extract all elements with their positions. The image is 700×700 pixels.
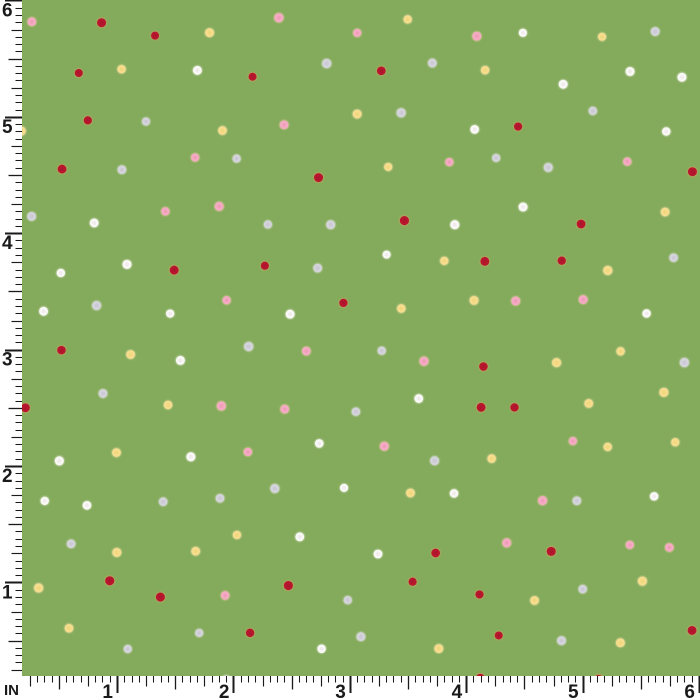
svg-text:3: 3	[2, 350, 13, 371]
svg-text:IN: IN	[4, 682, 19, 699]
svg-text:2: 2	[219, 682, 230, 700]
svg-text:5: 5	[2, 117, 13, 138]
svg-text:4: 4	[452, 682, 463, 700]
svg-text:2: 2	[2, 466, 13, 487]
svg-text:1: 1	[102, 682, 113, 700]
svg-text:6: 6	[684, 682, 695, 700]
svg-text:1: 1	[2, 582, 13, 603]
svg-text:6: 6	[2, 0, 13, 21]
svg-text:3: 3	[335, 682, 346, 700]
svg-text:4: 4	[2, 233, 13, 254]
svg-text:5: 5	[568, 682, 579, 700]
